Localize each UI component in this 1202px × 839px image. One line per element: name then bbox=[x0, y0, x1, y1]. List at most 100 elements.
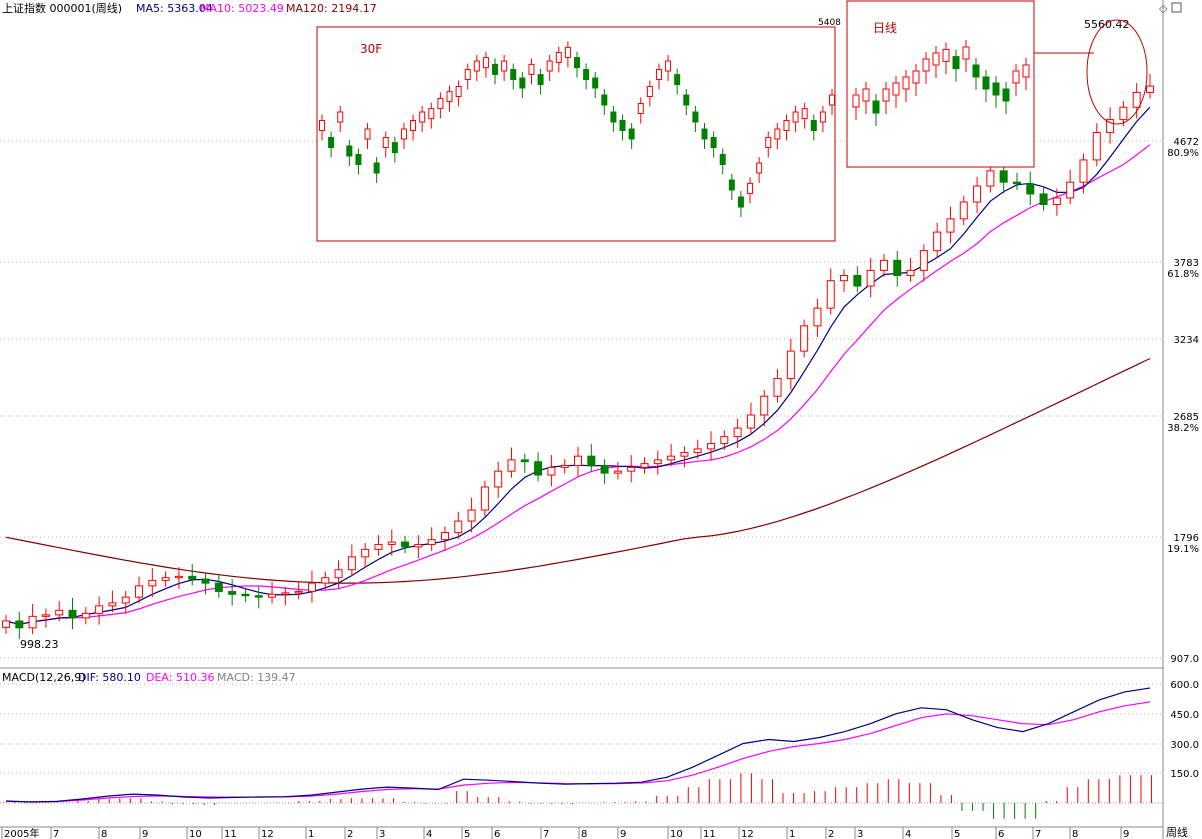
candle-body bbox=[1026, 183, 1035, 195]
ma10-line bbox=[5, 144, 1151, 626]
inset-30f-body bbox=[774, 128, 781, 140]
inset-daily-body bbox=[982, 76, 990, 90]
time-tick-label: 7 bbox=[1035, 829, 1041, 839]
candle-body bbox=[241, 593, 250, 597]
fib-pct-label: 61.8% bbox=[1167, 269, 1199, 280]
dif-line bbox=[5, 687, 1151, 803]
inset-30f-body bbox=[346, 145, 353, 157]
inset-daily-body bbox=[1002, 88, 1010, 102]
candle-body bbox=[893, 259, 902, 277]
inset-30f-body bbox=[628, 128, 635, 140]
inset-30f-body bbox=[519, 77, 526, 89]
time-tick-label: 12 bbox=[741, 829, 754, 839]
candle-body bbox=[534, 461, 543, 476]
candle-body bbox=[1079, 159, 1088, 183]
time-tick-label: 10 bbox=[189, 829, 202, 839]
candle-body bbox=[680, 452, 689, 457]
inset-30f-body bbox=[437, 97, 444, 109]
inset-30f-body bbox=[655, 69, 662, 80]
time-tick-label: 8 bbox=[1072, 829, 1078, 839]
candle-body bbox=[1039, 193, 1048, 206]
candle-body bbox=[733, 427, 742, 438]
inset-daily-body bbox=[922, 58, 930, 72]
candle-body bbox=[374, 543, 383, 550]
inset-30f-body bbox=[391, 142, 398, 154]
candle-body bbox=[401, 541, 410, 548]
candle-body bbox=[161, 577, 170, 581]
ma120-line bbox=[5, 357, 1151, 584]
candle-body bbox=[933, 231, 942, 252]
candle-body bbox=[2, 620, 10, 628]
macd-tick-label: 450.0 bbox=[1170, 710, 1199, 721]
inset-30f-body bbox=[482, 57, 489, 69]
candle-body bbox=[1092, 131, 1101, 161]
time-tick-label: 4 bbox=[426, 829, 432, 839]
inset-30f-body bbox=[783, 120, 790, 131]
inset-daily-body bbox=[972, 64, 980, 78]
candle-body bbox=[121, 596, 130, 604]
candle-body bbox=[600, 464, 609, 474]
time-tick-label: 10 bbox=[670, 829, 683, 839]
inset-30f-body bbox=[646, 86, 653, 97]
inset-30f-body bbox=[537, 74, 544, 86]
macd-title: MACD(12,26,9) bbox=[2, 671, 86, 684]
candle-body bbox=[840, 275, 849, 282]
candle-body bbox=[214, 582, 223, 592]
candle-body bbox=[1146, 85, 1154, 93]
candle-body bbox=[347, 556, 356, 571]
inset-30f-body bbox=[683, 94, 690, 106]
price-tick-label: 907.0 bbox=[1170, 654, 1199, 665]
candle-body bbox=[254, 595, 263, 598]
time-tick-label: 7 bbox=[53, 829, 59, 839]
dea-legend: DEA: 510.36 bbox=[146, 671, 214, 684]
inset-30f-body bbox=[692, 111, 699, 123]
time-tick-label: 8 bbox=[581, 829, 587, 839]
candle-body bbox=[494, 470, 503, 488]
time-tick-label: 4 bbox=[905, 829, 911, 839]
inset-daily-label: 日线 bbox=[873, 21, 897, 35]
inset-30f-body bbox=[601, 94, 608, 106]
time-tick-label: 3 bbox=[857, 829, 863, 839]
candle-body bbox=[693, 448, 702, 454]
macd-tick-label: 300.0 bbox=[1170, 740, 1199, 751]
candle-body bbox=[108, 602, 117, 607]
candle-body bbox=[15, 620, 24, 629]
time-tick-label: 7 bbox=[543, 829, 549, 839]
candle-body bbox=[1012, 181, 1021, 185]
price-tick-label: 1796 bbox=[1174, 533, 1199, 544]
low-label: 998.23 bbox=[20, 638, 59, 651]
inset-30f-body bbox=[765, 137, 772, 148]
candle-body bbox=[228, 590, 237, 595]
candle-body bbox=[906, 269, 915, 276]
time-tick-label: 11 bbox=[703, 829, 716, 839]
inset-daily-body bbox=[932, 52, 940, 66]
candle-body bbox=[587, 455, 596, 466]
candle-body bbox=[387, 541, 396, 545]
inset-30f-body bbox=[701, 128, 708, 140]
inset-30f-body bbox=[382, 137, 389, 148]
time-tick-label: 9 bbox=[1123, 829, 1129, 839]
inset-daily-body bbox=[1022, 64, 1030, 78]
inset-daily-body bbox=[872, 100, 880, 114]
time-tick-label: 11 bbox=[224, 829, 237, 839]
candle-body bbox=[667, 455, 676, 461]
candle-body bbox=[520, 459, 529, 463]
time-tick-label: 5 bbox=[464, 829, 470, 839]
price-tick-label: 3234 bbox=[1174, 335, 1199, 346]
inset-30f-body bbox=[492, 63, 499, 75]
candle-body bbox=[813, 307, 822, 327]
candle-body bbox=[773, 378, 782, 397]
inset-30f-body bbox=[355, 154, 362, 165]
candle-body bbox=[640, 463, 649, 468]
price-tick-label: 2685 bbox=[1174, 412, 1199, 423]
candle-body bbox=[879, 259, 888, 271]
inset-daily-body bbox=[952, 56, 960, 70]
inset-30f-body bbox=[719, 154, 726, 165]
candle-body bbox=[760, 395, 769, 416]
candle-body bbox=[720, 436, 729, 445]
window-icon[interactable] bbox=[1171, 2, 1182, 13]
inset-30f-body bbox=[637, 103, 644, 114]
time-tick-label: 8 bbox=[101, 829, 107, 839]
candle-body bbox=[307, 582, 316, 592]
